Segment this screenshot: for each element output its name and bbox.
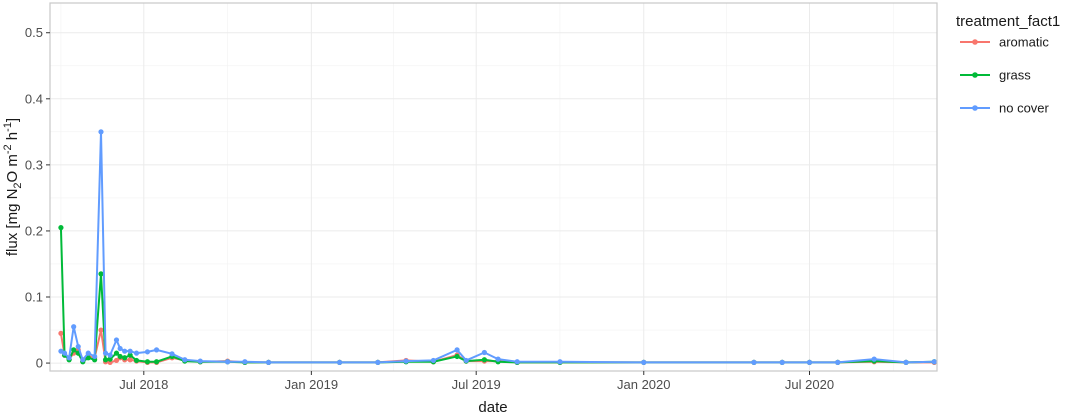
data-point-grass — [153, 359, 160, 365]
data-point-no-cover — [61, 350, 68, 356]
data-point-no-cover — [779, 359, 785, 366]
data-point-no-cover — [514, 359, 520, 365]
data-point-no-cover — [85, 350, 91, 356]
y-tick-label: 0.3 — [25, 157, 43, 172]
data-point-no-cover — [117, 345, 123, 352]
y-tick-label: 0.4 — [25, 91, 43, 106]
data-point-no-cover — [751, 359, 757, 366]
y-tick-label: 0.1 — [25, 290, 43, 305]
legend: treatment_fact1 aromatic grass no cover — [956, 13, 1060, 116]
y-tick-label: 0.5 — [25, 25, 43, 40]
data-point-no-cover — [336, 359, 343, 366]
data-point-grass — [122, 355, 128, 361]
series-no-cover — [58, 129, 937, 366]
data-point-grass — [117, 353, 123, 360]
data-point-no-cover — [403, 358, 409, 364]
data-point-grass — [58, 225, 64, 231]
x-tick-label: Jul 2018 — [119, 377, 168, 392]
data-point-grass — [133, 357, 140, 364]
data-point-grass — [127, 352, 133, 358]
x-axis-title: date — [478, 399, 507, 416]
y-tick-label: 0 — [36, 356, 43, 371]
data-point-no-cover — [92, 353, 98, 360]
data-point-no-cover — [153, 347, 160, 353]
data-point-aromatic — [58, 330, 64, 336]
legend-title: treatment_fact1 — [956, 13, 1060, 30]
data-point-no-cover — [375, 359, 381, 366]
data-point-grass — [144, 359, 151, 365]
data-point-no-cover — [495, 356, 501, 362]
legend-key-point-grass — [972, 72, 978, 78]
data-point-no-cover — [931, 359, 937, 365]
data-point-no-cover — [127, 348, 133, 354]
data-point-no-cover — [481, 349, 487, 356]
data-point-no-cover — [102, 350, 109, 356]
data-point-grass — [71, 347, 77, 353]
data-point-no-cover — [463, 357, 469, 364]
data-point-no-cover — [265, 359, 272, 366]
data-point-no-cover — [75, 343, 81, 350]
data-point-grass — [113, 350, 120, 356]
data-point-grass — [85, 355, 91, 361]
legend-key-point-aromatic — [972, 39, 978, 45]
legend-key-point-no-cover — [972, 105, 978, 111]
data-point-no-cover — [182, 357, 188, 363]
data-point-no-cover — [66, 355, 72, 361]
y-tick-label: 0.2 — [25, 223, 43, 238]
data-point-no-cover — [80, 357, 86, 363]
data-point-no-cover — [113, 337, 120, 343]
data-point-no-cover — [871, 356, 877, 362]
data-point-no-cover — [903, 359, 909, 366]
data-point-no-cover — [430, 357, 436, 364]
x-tick-label: Jul 2020 — [785, 377, 834, 392]
x-tick-label: Jul 2019 — [452, 377, 501, 392]
x-tick-label: Jan 2019 — [285, 377, 339, 392]
data-point-grass — [454, 353, 460, 360]
data-point-grass — [98, 271, 104, 277]
plot-panel-border — [49, 2, 938, 372]
data-point-no-cover — [224, 359, 231, 365]
data-point-no-cover — [197, 358, 203, 364]
data-point-no-cover — [835, 359, 841, 366]
data-point-grass — [481, 357, 487, 363]
data-point-aromatic — [113, 357, 120, 364]
data-point-grass — [107, 356, 113, 362]
data-point-no-cover — [98, 129, 104, 135]
data-point-grass — [102, 357, 109, 363]
data-point-no-cover — [242, 359, 248, 365]
data-point-no-cover — [107, 352, 113, 358]
legend-label-aromatic: aromatic — [999, 35, 1049, 50]
series-layer — [58, 129, 937, 366]
data-point-aromatic — [127, 357, 133, 363]
data-point-no-cover — [454, 347, 460, 353]
axes: 0 0.1 0.2 0.3 0.4 0.5 Jul 2018 Jan 2019 Jul 2019… — [25, 25, 834, 392]
gridlines — [50, 3, 937, 371]
data-point-no-cover — [133, 350, 140, 356]
x-tick-label: Jan 2020 — [617, 377, 671, 392]
data-point-no-cover — [144, 349, 151, 355]
data-point-no-cover — [169, 351, 175, 357]
data-point-no-cover — [71, 324, 77, 330]
legend-label-no-cover: no cover — [999, 101, 1050, 116]
data-point-no-cover — [641, 359, 647, 366]
data-point-no-cover — [122, 348, 128, 354]
data-point-no-cover — [557, 359, 563, 365]
data-point-aromatic — [98, 327, 104, 333]
legend-label-grass: grass — [999, 68, 1031, 83]
data-point-no-cover — [806, 359, 813, 366]
